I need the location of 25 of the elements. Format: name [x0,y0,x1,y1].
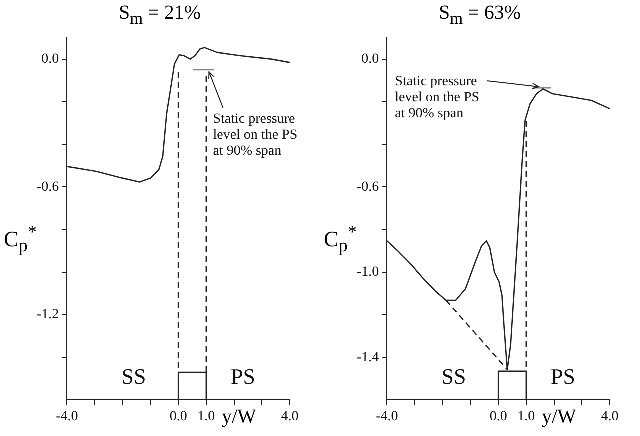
chart-title: S$_{m}$ = 63% [438,2,522,29]
x-tick-label: 4.0 [281,409,299,424]
y-tick-label: -1.2 [36,308,60,323]
x-tick-label: 0.0 [170,409,188,424]
x-axis-title: y/W [542,406,576,429]
x-tick-label: -4.0 [376,409,398,424]
x-tick-label: 4.0 [601,409,619,424]
annotation: PS [230,364,256,389]
annotation: PS [550,364,576,389]
x-tick-label: 1.0 [198,409,216,424]
y-tick-label: -0.6 [36,180,60,195]
annotation: SS [442,364,466,389]
annotation: SS [122,364,146,389]
x-axis-title: y/W [222,406,256,429]
x-tick-label: 1.0 [518,409,536,424]
chart-title: S$_{m}$ = 21% [118,2,202,29]
y-tick-label: 0.0 [42,52,60,67]
y-tick-label: -0.6 [356,180,380,195]
x-tick-label: 0.0 [490,409,508,424]
y-tick-label: -1.0 [356,265,380,280]
y-tick-label: -1.4 [356,350,380,366]
x-tick-label: -4.0 [56,409,78,424]
y-tick-label: 0.0 [362,52,380,67]
annotation: Static pressure level on the PS at 90% span [213,112,298,159]
annotation: Static pressure level on the PS at 90% span [395,74,480,122]
